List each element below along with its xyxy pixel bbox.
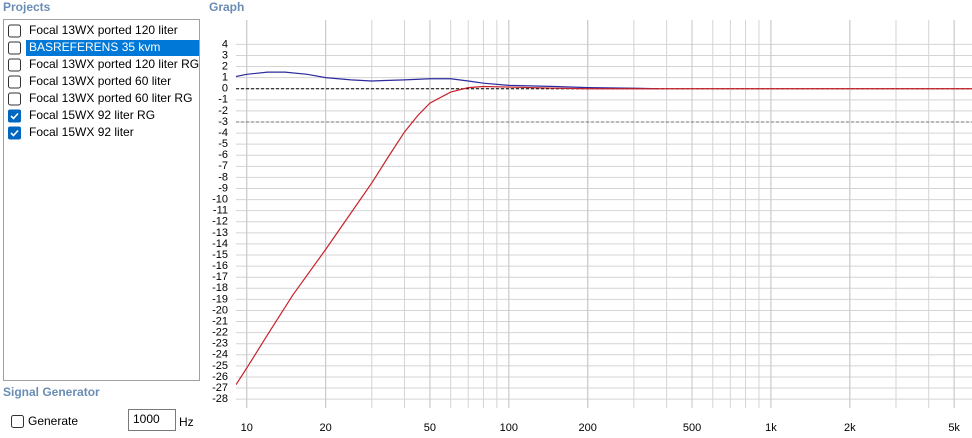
frequency-value: 1000 — [133, 412, 160, 426]
projects-title: Projects — [3, 0, 51, 14]
y-tick-label: -12 — [212, 216, 228, 228]
y-tick-label: -28 — [212, 393, 228, 405]
x-tick-label: 20 — [320, 422, 332, 434]
x-tick-label: 500 — [683, 422, 701, 434]
y-tick-label: -11 — [213, 205, 228, 217]
y-tick-label: -25 — [212, 360, 228, 372]
x-tick-label: 1k — [765, 422, 777, 434]
x-tick-label: 100 — [500, 422, 518, 434]
y-tick-label: -7 — [218, 160, 228, 172]
y-tick-label: -15 — [212, 249, 228, 261]
x-tick-label: 50 — [424, 422, 436, 434]
response-curve — [236, 71, 658, 90]
checkbox[interactable] — [8, 126, 21, 140]
y-tick-label: -23 — [212, 338, 228, 350]
selection-highlight — [26, 40, 199, 56]
project-label[interactable]: Focal 13WX ported 120 liter RG — [29, 57, 199, 71]
checkbox[interactable] — [8, 92, 21, 106]
check-mark — [10, 112, 19, 120]
generate-label: Generate — [28, 414, 78, 428]
y-tick-label: -26 — [212, 371, 228, 383]
y-tick-label: 3 — [222, 49, 228, 61]
project-label[interactable]: Focal 13WX ported 120 liter — [29, 23, 178, 37]
checkbox[interactable] — [8, 58, 21, 72]
x-tick-label: 10 — [241, 422, 253, 434]
y-tick-label: 1 — [222, 72, 228, 84]
checkbox[interactable] — [8, 75, 21, 89]
y-tick-label: -13 — [212, 227, 228, 239]
y-tick-label: -27 — [212, 382, 228, 394]
project-label[interactable]: Focal 15WX 92 liter RG — [29, 108, 155, 122]
y-tick-label: -19 — [212, 293, 228, 305]
frequency-unit: Hz — [179, 415, 194, 429]
y-tick-label: -3 — [218, 116, 228, 128]
y-tick-label: -10 — [212, 193, 228, 205]
checkbox[interactable] — [8, 41, 21, 55]
y-tick-label: 4 — [222, 38, 228, 50]
y-tick-label: -5 — [218, 138, 228, 150]
y-tick-label: -14 — [212, 238, 228, 250]
y-tick-label: -22 — [212, 327, 228, 339]
checkbox[interactable] — [8, 109, 21, 123]
x-tick-label: 5k — [948, 422, 960, 434]
check-mark — [10, 129, 19, 137]
y-tick-label: -18 — [212, 282, 228, 294]
y-tick-label: -16 — [212, 260, 228, 272]
y-tick-label: 2 — [222, 60, 228, 72]
y-tick-label: -17 — [212, 271, 228, 283]
project-label[interactable]: Focal 13WX ported 60 liter — [29, 74, 171, 88]
response-curve — [236, 85, 972, 386]
x-tick-label: 2k — [844, 422, 856, 434]
checkbox[interactable] — [11, 415, 24, 428]
project-label[interactable]: Focal 13WX ported 60 liter RG — [29, 91, 192, 105]
y-tick-label: -4 — [218, 127, 228, 139]
y-tick-label: -20 — [212, 304, 228, 316]
y-tick-label: 0 — [222, 83, 228, 95]
y-tick-label: -8 — [218, 171, 228, 183]
y-tick-label: -6 — [218, 149, 228, 161]
project-label[interactable]: BASREFERENS 35 kvm — [29, 40, 160, 54]
signal-generator-title: Signal Generator — [3, 385, 100, 399]
checkbox[interactable] — [8, 24, 21, 38]
y-tick-label: -21 — [212, 315, 228, 327]
graph-title: Graph — [209, 0, 244, 14]
frequency-input[interactable] — [128, 409, 176, 431]
y-tick-label: -1 — [218, 94, 228, 106]
project-label[interactable]: Focal 15WX 92 liter — [29, 125, 134, 139]
y-tick-label: -2 — [218, 105, 228, 117]
project-list — [3, 19, 200, 381]
y-tick-label: -24 — [212, 349, 228, 361]
y-tick-label: -9 — [218, 182, 228, 194]
x-tick-label: 200 — [579, 422, 597, 434]
plot-area — [236, 20, 972, 408]
